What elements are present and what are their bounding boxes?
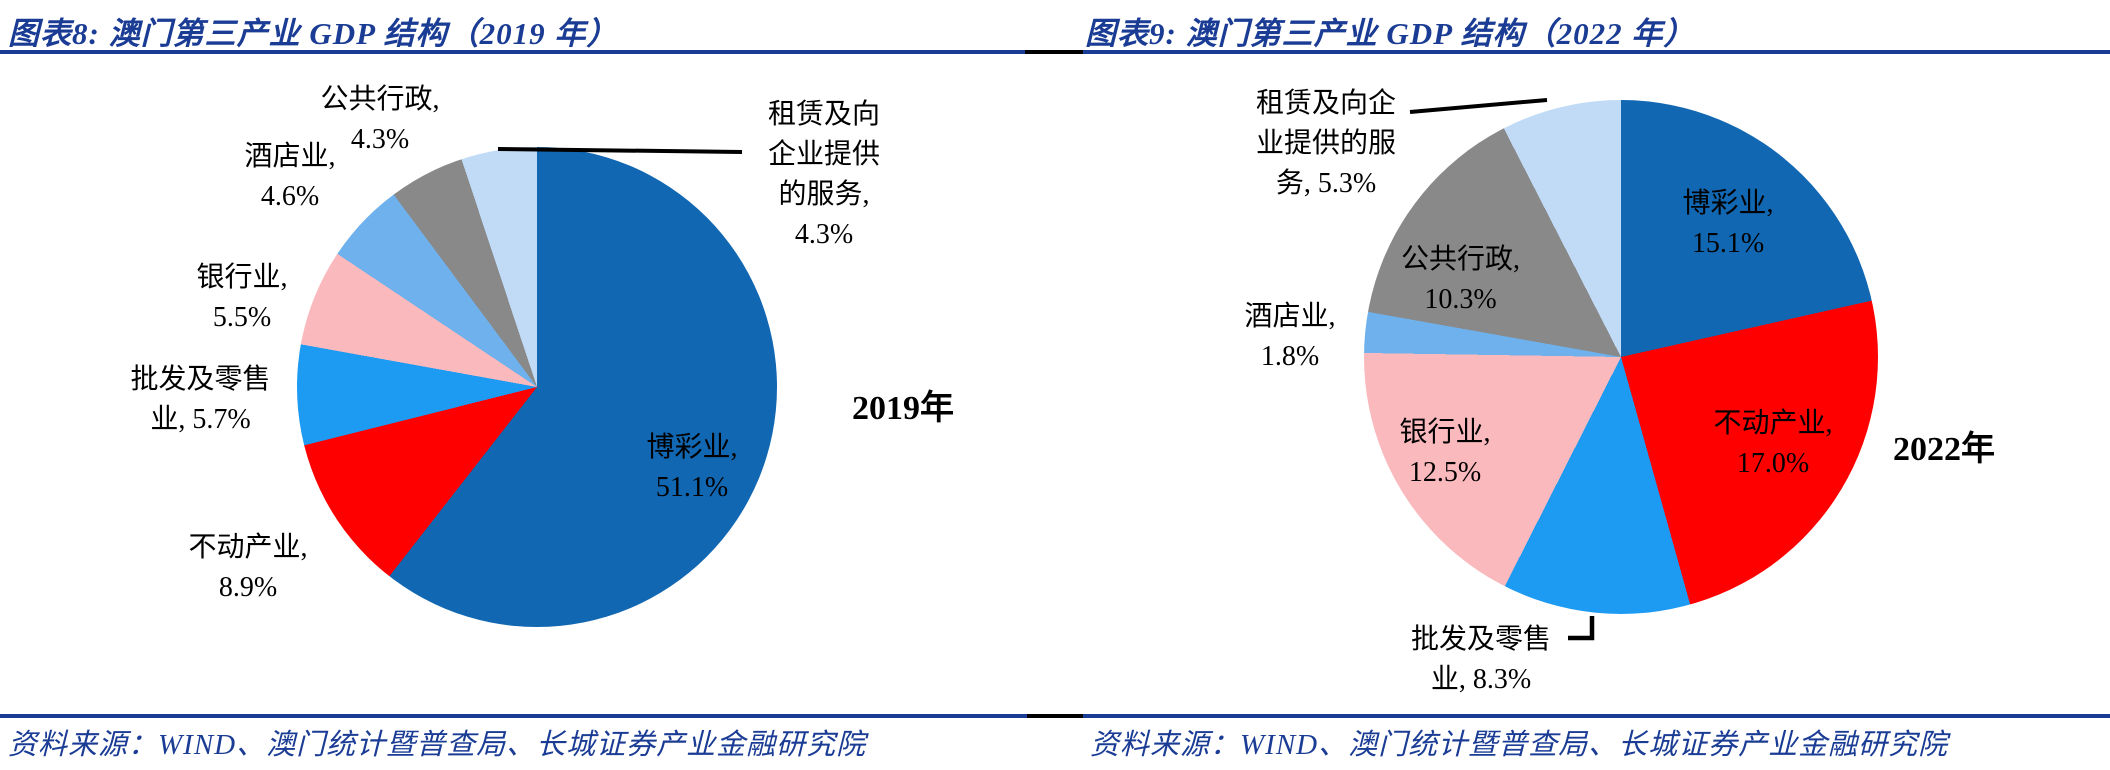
label-realestate-2019: 不动产业, 8.9% bbox=[188, 532, 308, 603]
label-public-admin-2019: 公共行政, 4.3% bbox=[320, 84, 440, 155]
label-wholesale-2022: 批发及零售 业, 8.3% bbox=[1410, 624, 1551, 695]
leader-line-leasing-2019 bbox=[497, 147, 743, 154]
leader-line-leasing-2022 bbox=[1409, 98, 1548, 114]
title-rule-left bbox=[0, 50, 1025, 54]
label-gaming-2022: 博彩业, 15.1% bbox=[1682, 188, 1774, 259]
footer-rule-black-segment bbox=[1027, 714, 1083, 718]
source-note-2019: 资料来源：WIND、澳门统计暨普查局、长城证券产业金融研究院 bbox=[8, 729, 867, 761]
label-hotel-2022: 酒店业, 1.8% bbox=[1244, 301, 1336, 372]
pie-chart-2022 bbox=[1364, 100, 1878, 614]
figure-title-2022: 图表9: 澳门第三产业 GDP 结构（2022 年） bbox=[1085, 16, 1696, 51]
label-banking-2019: 银行业, 5.5% bbox=[196, 262, 288, 333]
label-realestate-2022: 不动产业, 17.0% bbox=[1713, 408, 1833, 479]
label-leasing-2019: 租赁及向 企业提供 的服务, 4.3% bbox=[767, 99, 880, 250]
figure-title-2019: 图表8: 澳门第三产业 GDP 结构（2019 年） bbox=[8, 16, 619, 51]
pie-chart-2019 bbox=[297, 147, 777, 627]
footer-rule-right bbox=[1083, 714, 2110, 718]
footer-rule-left bbox=[0, 714, 1027, 718]
leader-line-wholesale-2022 bbox=[1568, 616, 1595, 641]
source-note-2022: 资料来源：WIND、澳门统计暨普查局、长城证券产业金融研究院 bbox=[1090, 729, 1949, 761]
year-annotation-2019: 2019年 bbox=[852, 390, 954, 427]
label-banking-2022: 银行业, 12.5% bbox=[1399, 417, 1491, 488]
year-annotation-2022: 2022年 bbox=[1893, 431, 1995, 468]
label-hotel-2019: 酒店业, 4.6% bbox=[244, 141, 336, 212]
label-gaming-2019: 博彩业, 51.1% bbox=[646, 432, 738, 503]
title-rule-black-segment bbox=[1025, 50, 1083, 54]
label-leasing-2022: 租赁及向企 业提供的服 务, 5.3% bbox=[1255, 88, 1396, 199]
label-wholesale-2019: 批发及零售 业, 5.7% bbox=[130, 364, 271, 435]
title-rule-right bbox=[1083, 50, 2110, 54]
label-public-admin-2022: 公共行政, 10.3% bbox=[1400, 244, 1520, 315]
